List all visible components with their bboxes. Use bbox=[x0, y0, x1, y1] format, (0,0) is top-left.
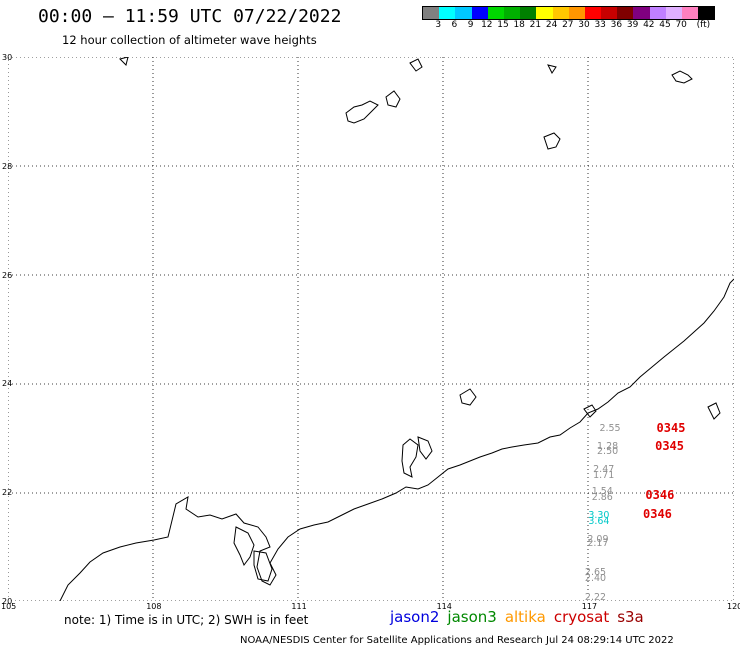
colorbar-swatch bbox=[552, 7, 569, 19]
map-grid bbox=[8, 57, 734, 601]
colorbar-swatch bbox=[584, 7, 602, 19]
colorbar-swatch bbox=[520, 7, 537, 19]
colorbar-tick-label: 24 bbox=[545, 20, 558, 30]
colorbar-tick-label: 36 bbox=[610, 20, 623, 30]
map-plot bbox=[8, 57, 734, 601]
latitude-label: 28 bbox=[2, 161, 13, 171]
colorbar-tick-label: 3 bbox=[435, 20, 442, 30]
wave-height-value: 1.28 bbox=[597, 440, 619, 452]
legend-cryosat: cryosat bbox=[553, 608, 610, 626]
pass-time-label: 0345 bbox=[655, 438, 684, 453]
footnote: note: 1) Time is in UTC; 2) SWH is in fe… bbox=[64, 613, 309, 627]
colorbar-swatch bbox=[536, 7, 553, 19]
colorbar-swatch bbox=[423, 7, 440, 19]
colorbar-tick-label: 18 bbox=[513, 20, 525, 30]
colorbar-swatch bbox=[568, 7, 585, 19]
colorbar-swatch bbox=[439, 7, 456, 19]
latitude-label: 20 bbox=[2, 597, 13, 606]
colorbar-tick-label: 27 bbox=[562, 20, 574, 30]
wave-height-value: 2.50 bbox=[597, 445, 619, 457]
colorbar-labels: 3 6 9 12 15 18 21 24 27 30 33 36 39 42 45 70 (ft) bbox=[422, 20, 740, 34]
colorbar-swatch bbox=[633, 7, 650, 19]
colorbar-tick-label: 39 bbox=[626, 20, 639, 30]
colorbar-swatch bbox=[487, 7, 504, 19]
credit-footer: NOAA/NESDIS Center for Satellite Applica… bbox=[240, 635, 674, 646]
longitude-label: 114 bbox=[436, 602, 452, 611]
latitude-label: 22 bbox=[2, 488, 13, 498]
coastline bbox=[59, 57, 734, 601]
legend-jason3: jason3 bbox=[447, 608, 497, 626]
legend-s3a: s3a bbox=[617, 608, 644, 626]
colorbar-tick-label: 45 bbox=[659, 20, 671, 30]
satellite-legend: jason2 jason3 altika cryosat s3a bbox=[390, 608, 652, 626]
legend-altika: altika bbox=[504, 608, 546, 626]
wave-height-value: 2.40 bbox=[584, 572, 607, 584]
map-border bbox=[8, 57, 734, 601]
legend-jason2: jason2 bbox=[390, 608, 440, 626]
colorbar-tick-label: 12 bbox=[481, 20, 493, 30]
wave-height-value: 2.65 bbox=[584, 567, 607, 579]
wave-height-value: 1.71 bbox=[593, 470, 615, 482]
chart-title: 00:00 — 11:59 UTC 07/22/2022 bbox=[38, 6, 342, 27]
longitude-label: 105 bbox=[1, 602, 17, 611]
colorbar-swatch bbox=[682, 7, 699, 19]
latitude-label: 30 bbox=[2, 53, 13, 62]
pass-time-label: 0346 bbox=[643, 506, 672, 521]
wave-height-value: 2.55 bbox=[599, 422, 621, 434]
wave-height-value: 1.54 bbox=[591, 485, 613, 497]
colorbar-swatch bbox=[471, 7, 488, 19]
pass-time-label: 0345 bbox=[656, 421, 686, 435]
wave-height-value: 2.86 bbox=[591, 491, 613, 503]
colorbar-tick-label: 21 bbox=[529, 20, 542, 30]
colorbar-tick-label: 30 bbox=[578, 20, 590, 30]
colorbar-swatch bbox=[617, 7, 634, 19]
longitude-label: 108 bbox=[146, 602, 162, 611]
colorbar-swatch bbox=[698, 7, 715, 19]
colorbar-swatch bbox=[503, 7, 521, 19]
wave-height-value: 2.09 bbox=[587, 534, 609, 546]
longitude-label: 117 bbox=[581, 602, 598, 611]
longitude-label: 111 bbox=[291, 602, 307, 611]
wave-height-value: 2.47 bbox=[593, 463, 615, 475]
wave-height-value: 3.30 bbox=[588, 510, 610, 522]
wave-height-value: 2.17 bbox=[587, 537, 609, 549]
colorbar-tick-label: 6 bbox=[451, 20, 458, 30]
longitude-label: 120 bbox=[727, 602, 740, 611]
colorbar-tick-label: 9 bbox=[467, 20, 474, 30]
colorbar-tick-label: 15 bbox=[497, 20, 509, 30]
latitude-label: 24 bbox=[2, 379, 13, 389]
wave-height-value: 3.64 bbox=[588, 515, 610, 527]
colorbar-tick-label: 42 bbox=[643, 20, 655, 30]
colorbar-swatch bbox=[601, 7, 618, 19]
colorbar-tick-label: 70 bbox=[675, 20, 687, 30]
colorbar-tick-label: 33 bbox=[594, 20, 606, 30]
wave-height-value: 2.22 bbox=[584, 592, 607, 604]
latitude-label: 26 bbox=[2, 270, 13, 280]
colorbar-swatch bbox=[649, 7, 666, 19]
colorbar-swatch bbox=[455, 7, 472, 19]
colorbar-tick-label: (ft) bbox=[696, 20, 711, 30]
colorbar-swatch bbox=[665, 7, 682, 19]
wave-height-colorbar bbox=[422, 6, 716, 20]
pass-time-label: 0346 bbox=[645, 487, 675, 502]
chart-subtitle: 12 hour collection of altimeter wave hei… bbox=[62, 33, 317, 47]
